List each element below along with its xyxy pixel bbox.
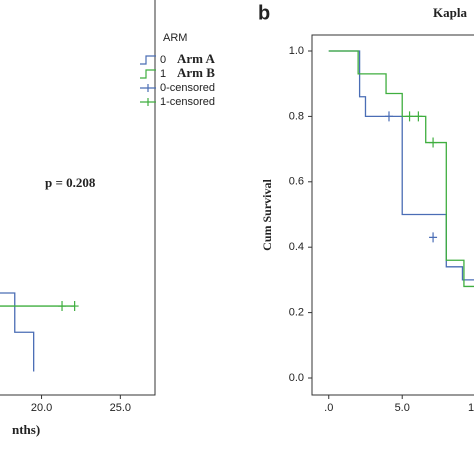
chart-title: Kapla (433, 5, 467, 20)
survival-curve (328, 50, 474, 288)
legend-symbol (140, 84, 156, 92)
legend-symbol (140, 98, 156, 106)
censor-mark (405, 111, 414, 122)
left-plot-frame (0, 0, 156, 396)
x-axis-label: nths) (12, 422, 40, 437)
legend-symbol (140, 69, 156, 79)
panel-letter: b (258, 2, 270, 24)
censor-mark (429, 232, 438, 243)
legend-label: 0-censored (160, 82, 215, 94)
y-tick-label: 0.0 (289, 372, 304, 384)
censor-mark (58, 301, 67, 312)
x-tick-label: .0 (324, 402, 333, 414)
legend-title: ARM (163, 32, 187, 44)
survival-curve (0, 292, 35, 372)
x-tick-label: 5.0 (395, 402, 410, 414)
censor-mark (429, 137, 438, 148)
legend-label: Arm B (177, 65, 215, 80)
x-tick-label: 20.0 (31, 402, 52, 414)
censor-mark (414, 111, 423, 122)
censor-mark (70, 301, 79, 312)
legend-label: 1 (160, 68, 166, 80)
censor-mark (384, 111, 393, 122)
y-tick-label: 1.0 (289, 45, 304, 57)
legend-label: 0 (160, 54, 166, 66)
y-tick-label: 0.4 (289, 241, 304, 253)
y-tick-label: 0.8 (289, 110, 304, 122)
y-tick-label: 0.6 (289, 176, 304, 188)
y-tick-label: 0.2 (289, 307, 304, 319)
legend-label: 1-censored (160, 96, 215, 108)
x-tick-label: 25.0 (110, 402, 131, 414)
x-tick-label: 10. (468, 402, 474, 414)
y-axis-label: Cum Survival (260, 179, 274, 251)
p-value: p = 0.208 (45, 175, 96, 190)
legend-label: Arm A (177, 51, 216, 66)
right-plot-frame (311, 34, 474, 396)
survival-curve (328, 50, 474, 281)
legend-symbol (140, 55, 156, 65)
